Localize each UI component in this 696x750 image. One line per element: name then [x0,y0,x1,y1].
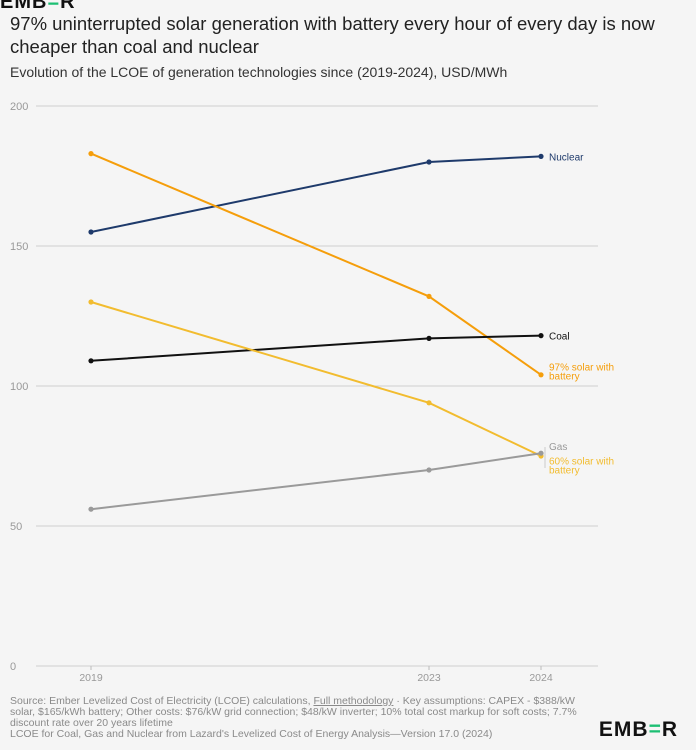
series-line [90,301,542,457]
assumptions-text: · Key assumptions: CAPEX - $388/kW solar… [10,695,577,729]
series-lines [90,152,542,511]
series-line [90,155,542,233]
x-axis-tick-labels: 2019 2023 2024 [79,666,553,684]
series-label: Nuclear [549,152,584,163]
y-tick-label: 150 [10,241,28,253]
series-line [90,334,542,362]
series-label: battery [549,466,580,477]
data-point [426,159,432,165]
series-line [90,152,542,376]
chart-subtitle: Evolution of the LCOE of generation tech… [10,64,508,80]
methodology-link[interactable]: Full methodology [313,695,394,707]
chart-footer: Source: Ember Levelized Cost of Electric… [10,696,580,740]
chart-title: 97% uninterrupted solar generation with … [10,13,655,57]
series-label: 60% solar with [549,457,614,468]
series-label: Coal [549,332,570,343]
data-point [88,229,94,235]
ember-logo: EMB=R [598,718,678,741]
y-tick-label: 50 [10,521,22,533]
data-point [88,299,94,305]
source-text: Source: Ember Levelized Cost of Electric… [10,695,314,707]
data-point [538,153,544,159]
data-point [538,372,544,378]
data-point [538,450,544,456]
y-tick-label: 200 [10,101,28,113]
data-point [538,333,544,339]
x-tick-label: 2023 [417,672,441,684]
y-tick-label: 100 [10,381,28,393]
top-logo: EMB=R [0,0,76,13]
data-point [426,335,432,341]
data-point [88,506,94,512]
gridlines [36,105,598,667]
data-point [426,400,432,406]
data-point [426,293,432,299]
series-line [90,452,542,511]
series-points [88,151,544,512]
x-tick-label: 2019 [79,672,103,684]
y-tick-label: 0 [10,661,16,673]
series-label: 97% solar with [549,362,614,373]
lazard-source-text: LCOE for Coal, Gas and Nuclear from Laza… [10,728,493,740]
data-point [88,358,94,364]
x-tick-label: 2024 [529,672,553,684]
data-point [88,151,94,157]
data-point [426,467,432,473]
series-label: battery [549,371,580,382]
y-axis-tick-labels: 0 50 100 150 200 [10,101,28,673]
series-label: Gas [549,442,567,453]
